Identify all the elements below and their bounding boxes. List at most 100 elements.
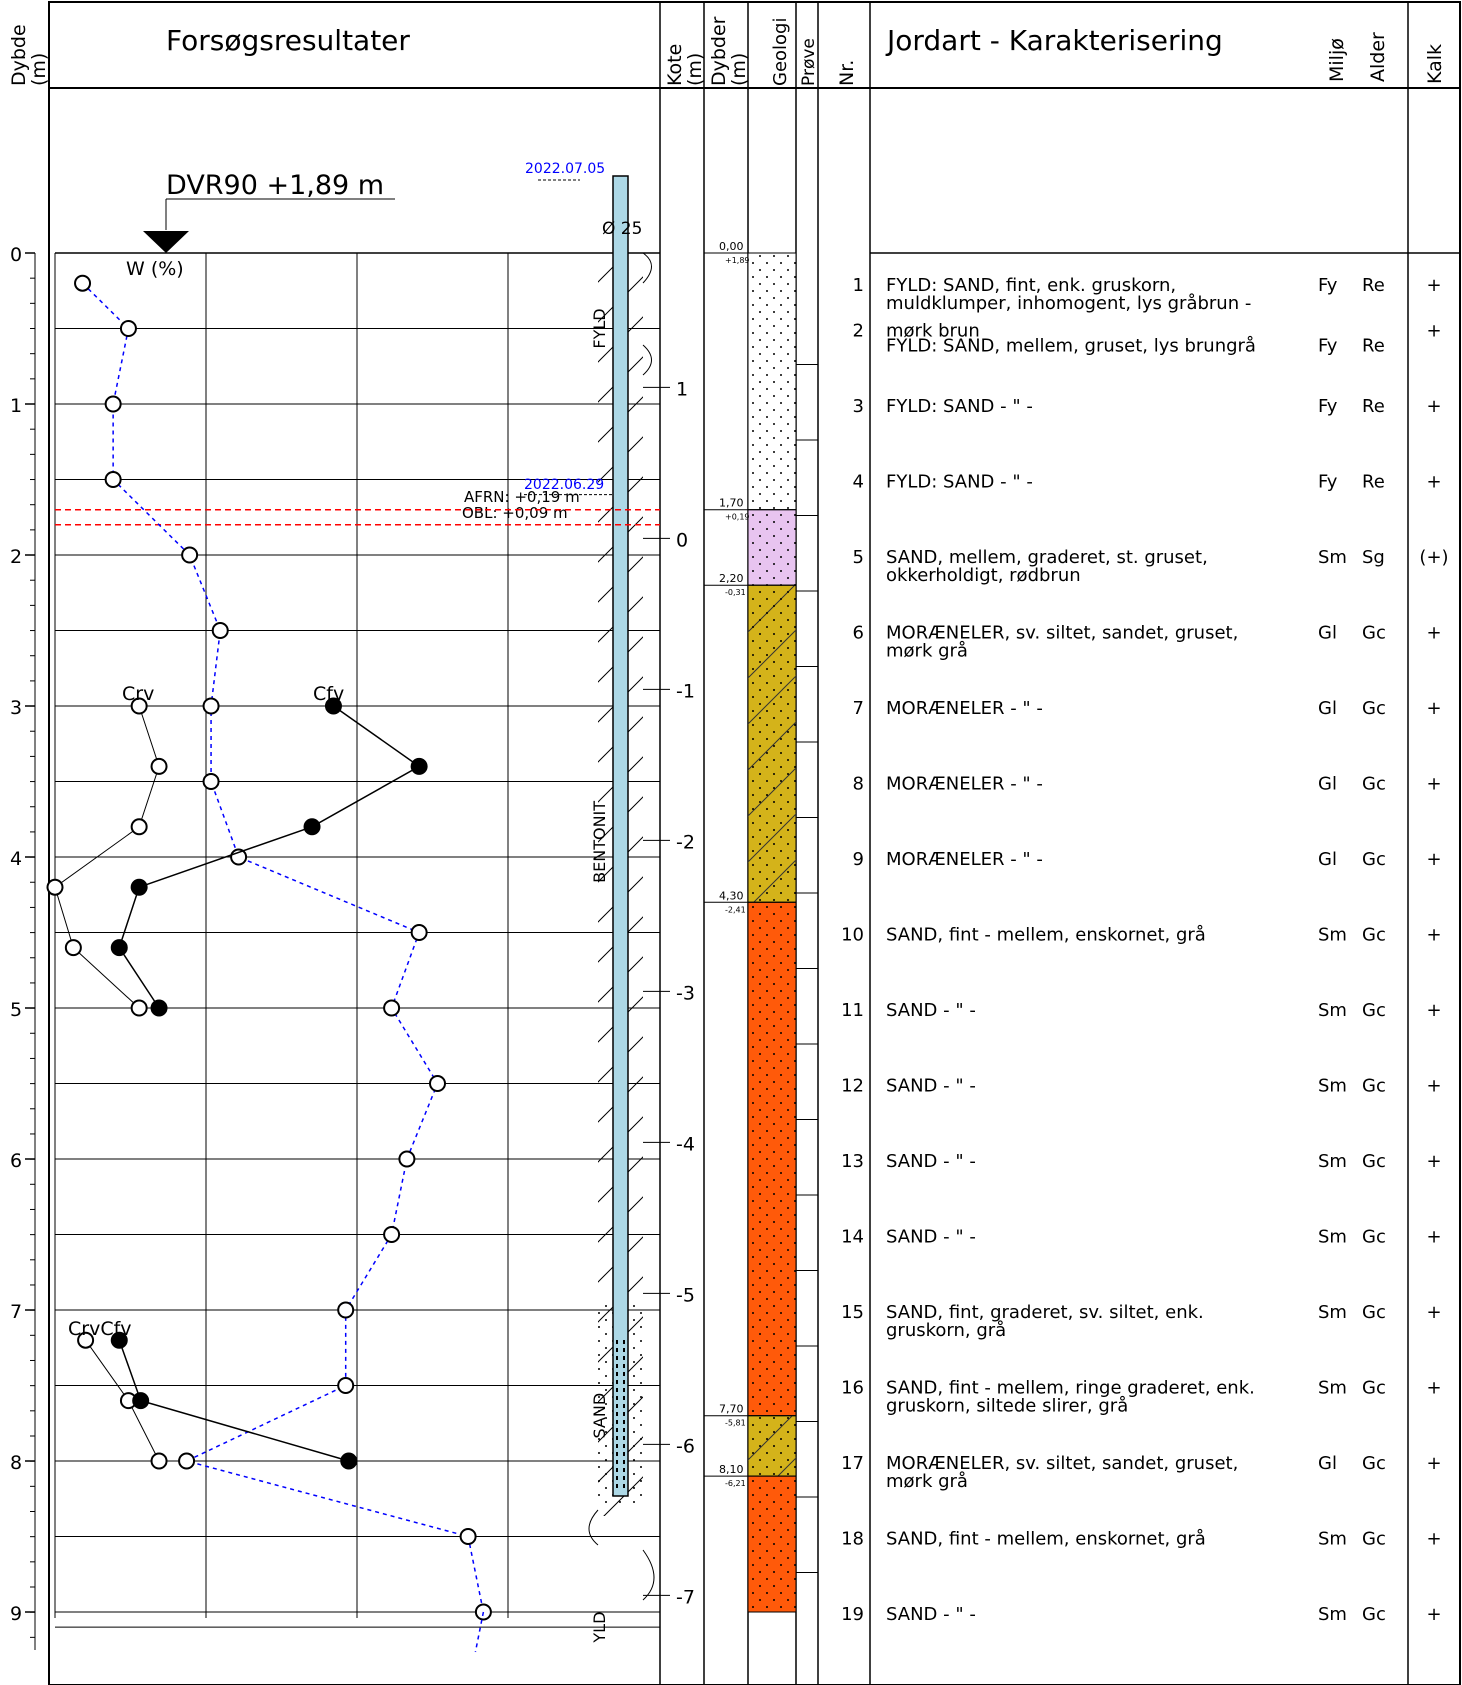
header: Dybde (m) Forsøgsresultater Kote (m) Dyb… [8, 16, 1446, 86]
depth-tick-label: 0 [10, 244, 22, 266]
depth-tick-label: 5 [10, 999, 22, 1021]
series-line [54, 705, 160, 1009]
sample-kalk: + [1426, 1529, 1441, 1550]
sample-kalk: + [1426, 698, 1441, 719]
sample-nr: 11 [841, 1000, 864, 1021]
dybder-header-unit: (m) [728, 53, 750, 86]
geology-dots [748, 253, 796, 510]
sample-miljo: Fy [1318, 275, 1338, 296]
kote-tick-label: -3 [676, 982, 695, 1004]
sample-description: SAND, fint - mellem, enskornet, grå [886, 925, 1206, 946]
test-results-series [46, 274, 492, 1653]
sample-alder: Gc [1362, 1529, 1386, 1550]
sample-miljo: Gl [1318, 623, 1337, 644]
sample-miljo: Gl [1318, 698, 1337, 719]
sample-kalk: + [1426, 849, 1441, 870]
data-point [110, 1331, 128, 1349]
sample-description: okkerholdigt, rødbrun [886, 565, 1081, 586]
kote-tick-label: -6 [676, 1435, 695, 1457]
sample-alder: Gc [1362, 1453, 1386, 1474]
sample-kalk: + [1426, 774, 1441, 795]
data-point [132, 1392, 150, 1410]
well-labels: FYLD BENTONIT SAND YLD [590, 308, 609, 1643]
sample-alder: Gc [1362, 1604, 1386, 1625]
filter-label: Ø 25 [602, 219, 642, 239]
sample-miljo: Gl [1318, 849, 1337, 870]
depth-tick-label: 8 [10, 1452, 22, 1474]
sample-nr: 10 [841, 925, 864, 946]
sample-nr: 12 [841, 1076, 864, 1097]
sample-miljo: Sm [1318, 925, 1347, 946]
sample-miljo: Gl [1318, 774, 1337, 795]
series-tail [474, 1611, 485, 1653]
standpipe [612, 175, 629, 1497]
sample-nr: 8 [853, 774, 864, 795]
sample-description: MORÆNELER - " - [886, 849, 1043, 870]
geology-dots [748, 1415, 796, 1477]
sample-alder: Gc [1362, 1151, 1386, 1172]
sample-kalk: + [1426, 1000, 1441, 1021]
geology-dots [748, 1476, 796, 1612]
kalk-header-label: Kalk [1424, 44, 1446, 84]
data-point [410, 757, 428, 775]
sample-description: SAND - " - [886, 1000, 976, 1021]
sample-nr: 3 [853, 396, 864, 417]
depth-tick-label: 9 [10, 1603, 22, 1625]
layer-top-depth: 1,70 [719, 497, 744, 510]
data-point [130, 818, 148, 836]
data-point [104, 395, 122, 413]
data-point [324, 697, 342, 715]
sample-description: SAND, fint, graderet, sv. siltet, enk. [886, 1302, 1204, 1323]
sample-nr: 16 [841, 1378, 864, 1399]
cfv-label: Cfv [313, 683, 344, 705]
results-title: Forsøgsresultater [166, 24, 410, 57]
sample-alder: Gc [1362, 1000, 1386, 1021]
sample-alder: Re [1362, 336, 1385, 357]
data-point [383, 1226, 401, 1243]
depth-tick-label: 3 [10, 697, 22, 719]
data-point [104, 471, 122, 488]
kote-tick-label: -5 [676, 1284, 695, 1306]
kote-tick-label: -1 [676, 680, 695, 702]
obl-label: OBL: +0,09 m [462, 504, 568, 522]
sample-kalk: + [1426, 275, 1441, 296]
sample-description: SAND, mellem, graderet, st. gruset, [886, 547, 1208, 568]
sample-miljo: Sm [1318, 1000, 1347, 1021]
sample-miljo: Fy [1318, 336, 1338, 357]
sample-description: FYLD: SAND - " - [886, 472, 1033, 493]
data-point [410, 924, 428, 941]
sample-miljo: Sm [1318, 1529, 1347, 1550]
sample-nr: 9 [853, 849, 864, 870]
depth-axis: 0 1 2 3 4 5 6 7 8 9 [10, 244, 36, 1650]
alder-header-label: Alder [1367, 32, 1389, 82]
sample-nr: 14 [841, 1227, 864, 1248]
well-label: SAND [590, 1393, 609, 1439]
datum-triangle [143, 231, 189, 253]
data-point [46, 878, 64, 896]
sample-miljo: Sm [1318, 1227, 1347, 1248]
sample-description: mørk brun [886, 321, 980, 342]
sample-alder: Gc [1362, 1227, 1386, 1248]
depth-tick-label: 6 [10, 1150, 22, 1172]
kote-header-unit: (m) [684, 53, 706, 86]
series-line [118, 1339, 349, 1462]
sample-miljo: Sm [1318, 1378, 1347, 1399]
geology-dots [748, 902, 796, 1416]
layer-top-kote: -0,31 [725, 588, 746, 597]
sample-miljo: Gl [1318, 1453, 1337, 1474]
sample-nr: 4 [853, 472, 864, 493]
afrn-label: AFRN: +0,19 m [464, 488, 580, 506]
sample-alder: Gc [1362, 1378, 1386, 1399]
sample-kalk: + [1426, 472, 1441, 493]
geologi-header-label: Geologi [770, 18, 791, 86]
data-point [150, 757, 168, 775]
sample-nr: 1 [853, 275, 864, 296]
data-point [211, 622, 229, 639]
sample-kalk: + [1426, 925, 1441, 946]
sample-alder: Gc [1362, 849, 1386, 870]
data-point [337, 1301, 355, 1319]
sample-nr: 17 [841, 1453, 864, 1474]
crvcfv-label: CrvCfv [68, 1318, 132, 1340]
sample-description: mørk grå [886, 641, 968, 662]
sample-description: SAND - " - [886, 1604, 976, 1625]
